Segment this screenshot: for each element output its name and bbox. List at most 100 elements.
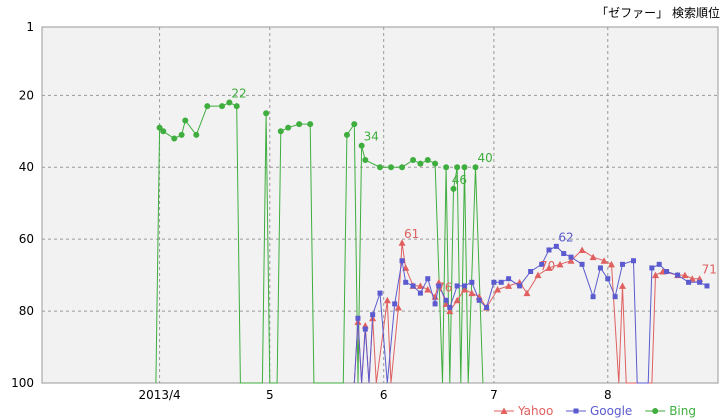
data-point-yahoo xyxy=(446,307,454,315)
x-axis-tick-labels: 2013/4 5 6 7 8 xyxy=(138,388,611,402)
legend-label-yahoo: Yahoo xyxy=(517,404,553,418)
data-point-google xyxy=(539,261,545,267)
data-point-yahoo xyxy=(505,282,513,289)
data-label-bing: 22 xyxy=(231,87,246,101)
data-point-bing xyxy=(219,103,226,110)
data-point-yahoo xyxy=(681,271,689,279)
y-tick-label: 80 xyxy=(19,304,34,318)
series-bing xyxy=(155,99,484,384)
data-point-yahoo xyxy=(398,239,406,246)
data-point-yahoo xyxy=(600,257,608,264)
data-point-google xyxy=(553,243,559,249)
data-point-google xyxy=(432,301,438,307)
series-group xyxy=(155,99,710,384)
data-point-yahoo xyxy=(607,260,615,268)
data-point-bing xyxy=(399,164,406,171)
data-point-bing xyxy=(358,142,365,149)
data-point-google xyxy=(704,283,710,289)
data-point-yahoo xyxy=(523,289,531,297)
data-point-google xyxy=(546,247,552,253)
x-tick-label: 7 xyxy=(490,388,498,402)
y-tick-label: 100 xyxy=(11,376,34,390)
data-point-google xyxy=(491,279,497,285)
data-point-yahoo xyxy=(383,296,391,304)
data-point-google xyxy=(561,251,567,257)
data-point-bing xyxy=(182,117,189,124)
data-point-bing xyxy=(443,164,450,171)
data-point-bing xyxy=(171,135,178,142)
data-point-bing xyxy=(263,110,270,117)
data-point-google xyxy=(619,261,625,267)
data-point-bing xyxy=(362,157,369,164)
data-point-bing xyxy=(204,103,211,110)
legend-label-google: Google xyxy=(590,404,632,418)
data-point-bing xyxy=(410,157,417,164)
legend-marker-google xyxy=(573,408,579,414)
y-tick-label: 1 xyxy=(26,20,34,34)
data-point-google xyxy=(392,301,398,307)
data-point-bing xyxy=(285,124,292,131)
chart-title: 「ゼファー」 検索順位 xyxy=(596,5,720,20)
data-point-google xyxy=(399,258,405,264)
data-labels: 61 76 70 71 62 22 34 46 40 xyxy=(231,87,717,295)
data-point-yahoo xyxy=(567,257,575,264)
data-label-yahoo: 76 xyxy=(437,281,452,295)
data-point-google xyxy=(697,279,703,285)
data-point-yahoo xyxy=(494,286,502,293)
data-label-bing: 46 xyxy=(452,173,467,187)
data-label-google: 62 xyxy=(558,230,573,244)
data-point-yahoo xyxy=(618,282,626,289)
data-point-yahoo xyxy=(578,246,586,253)
data-label-bing: 34 xyxy=(364,130,379,144)
data-point-yahoo xyxy=(556,260,564,268)
data-point-bing xyxy=(156,124,163,131)
data-point-yahoo xyxy=(424,286,432,293)
data-label-yahoo: 61 xyxy=(404,227,419,241)
data-point-bing xyxy=(296,121,303,128)
data-point-google xyxy=(579,261,585,267)
data-point-google xyxy=(664,269,670,275)
data-point-google xyxy=(484,304,490,310)
data-point-bing xyxy=(277,128,284,135)
data-point-google xyxy=(476,297,482,303)
data-point-bing xyxy=(417,160,424,167)
series-google xyxy=(353,243,710,384)
data-point-google xyxy=(590,294,596,300)
data-point-bing xyxy=(226,99,233,106)
data-point-bing xyxy=(343,131,350,138)
y-tick-label: 60 xyxy=(19,232,34,246)
data-point-google xyxy=(403,279,409,285)
data-point-google xyxy=(656,261,662,267)
data-point-bing xyxy=(450,185,457,192)
data-point-bing xyxy=(307,121,314,128)
data-point-google xyxy=(612,294,618,300)
data-point-google xyxy=(528,269,534,275)
x-tick-label: 8 xyxy=(604,388,612,402)
data-label-bing: 40 xyxy=(478,151,493,165)
data-point-yahoo xyxy=(589,253,597,261)
data-point-bing xyxy=(193,131,200,138)
data-point-yahoo xyxy=(468,289,476,297)
data-point-bing xyxy=(388,164,395,171)
data-point-google xyxy=(454,283,460,289)
data-point-bing xyxy=(233,103,240,110)
legend-marker-bing xyxy=(652,408,659,414)
data-point-yahoo xyxy=(394,303,402,311)
data-point-google xyxy=(506,276,512,282)
y-axis-tick-labels: 1 20 40 60 80 100 xyxy=(11,20,34,390)
data-point-yahoo xyxy=(545,264,553,271)
y-tick-label: 40 xyxy=(19,160,34,174)
x-tick-label: 5 xyxy=(266,388,274,402)
data-point-yahoo xyxy=(416,282,424,289)
data-point-google xyxy=(447,304,453,310)
data-point-yahoo xyxy=(534,271,542,279)
data-label-yahoo: 70 xyxy=(540,259,555,273)
data-point-google xyxy=(517,283,523,289)
data-point-bing xyxy=(424,157,431,164)
data-point-google xyxy=(355,315,361,321)
legend: Yahoo Google Bing xyxy=(494,404,696,418)
data-point-google xyxy=(498,279,504,285)
y-tick-label: 20 xyxy=(19,88,34,102)
data-point-google xyxy=(469,279,475,285)
data-point-google xyxy=(568,254,574,260)
